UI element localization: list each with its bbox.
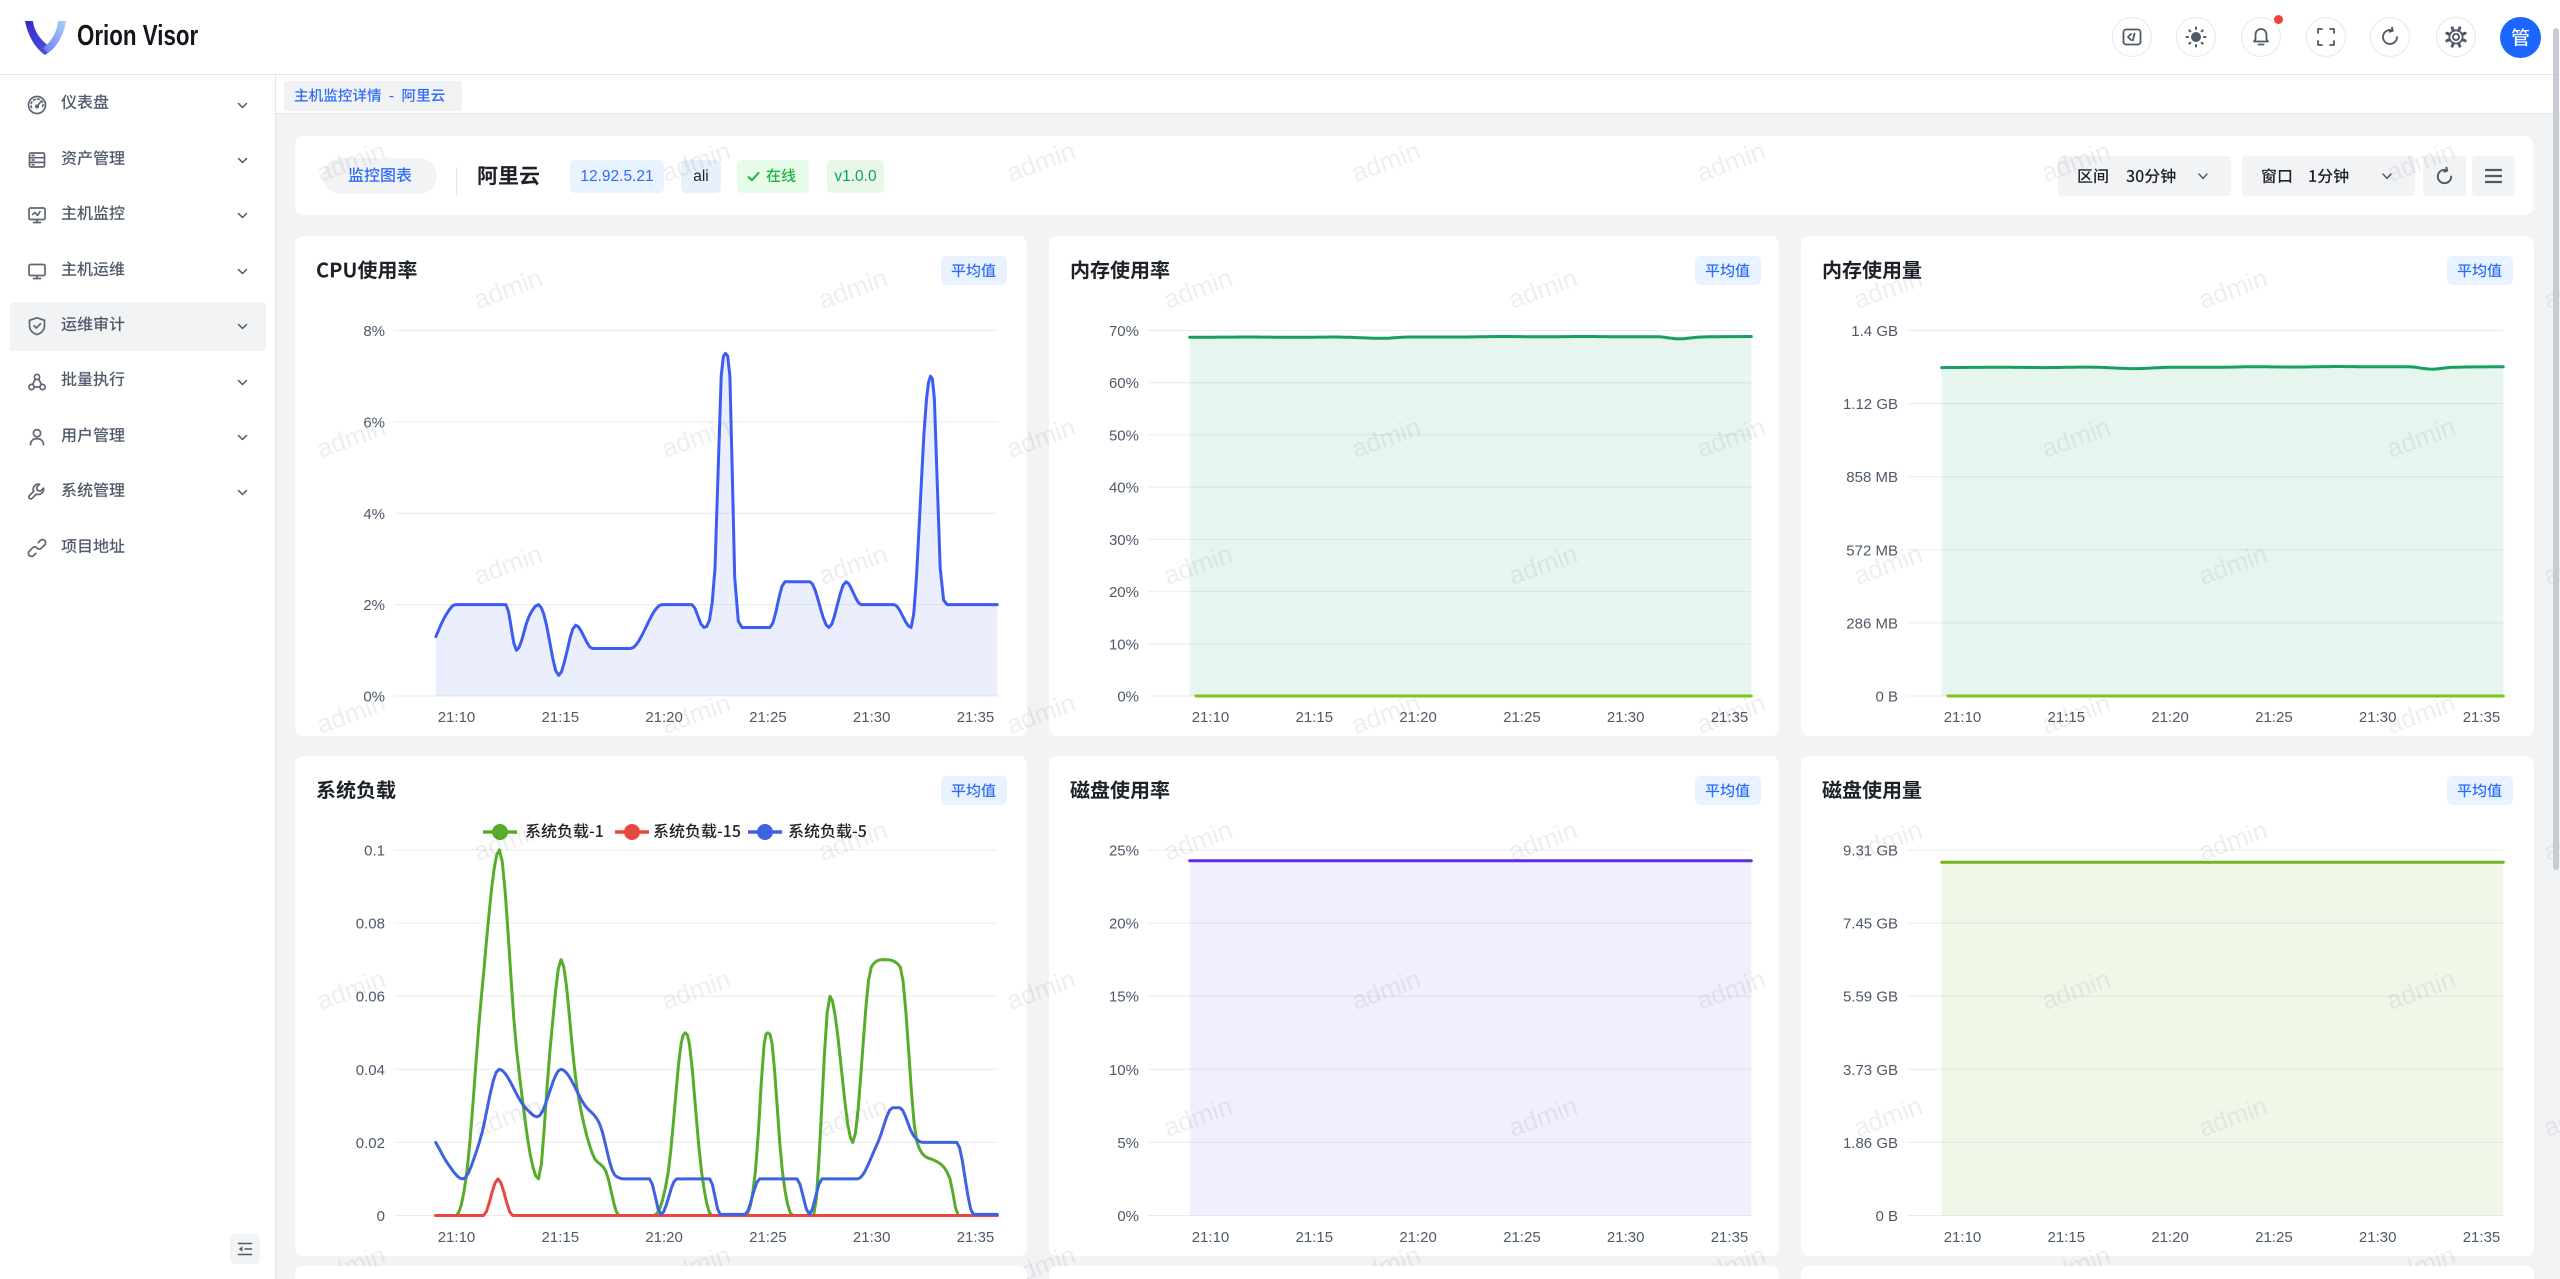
svg-text:21:10: 21:10 — [1943, 709, 1981, 726]
svg-text:21:15: 21:15 — [1296, 1229, 1334, 1246]
svg-text:1.12 GB: 1.12 GB — [1842, 396, 1897, 413]
svg-text:0%: 0% — [1117, 689, 1139, 706]
svg-text:21:35: 21:35 — [2462, 709, 2500, 726]
svg-text:21:30: 21:30 — [2358, 709, 2396, 726]
svg-text:6%: 6% — [363, 414, 385, 431]
svg-text:21:30: 21:30 — [853, 1229, 891, 1246]
svg-text:0.06: 0.06 — [356, 989, 385, 1006]
svg-text:21:15: 21:15 — [1296, 709, 1334, 726]
svg-text:3.73 GB: 3.73 GB — [1842, 1062, 1897, 1079]
svg-text:5%: 5% — [1117, 1135, 1139, 1152]
svg-text:9.31 GB: 9.31 GB — [1842, 843, 1897, 860]
svg-text:0: 0 — [377, 1208, 385, 1225]
svg-text:8%: 8% — [363, 323, 385, 340]
svg-text:21:20: 21:20 — [1399, 1229, 1437, 1246]
svg-text:21:15: 21:15 — [542, 709, 580, 726]
svg-text:21:20: 21:20 — [2151, 709, 2189, 726]
svg-text:21:30: 21:30 — [1607, 1229, 1645, 1246]
svg-text:21:25: 21:25 — [1503, 709, 1541, 726]
svg-text:20%: 20% — [1109, 584, 1139, 601]
svg-text:21:35: 21:35 — [1711, 1229, 1749, 1246]
svg-text:21:20: 21:20 — [1399, 709, 1437, 726]
svg-text:0.04: 0.04 — [356, 1062, 385, 1079]
svg-text:21:20: 21:20 — [645, 1229, 683, 1246]
svg-text:21:35: 21:35 — [957, 1229, 995, 1246]
svg-text:30%: 30% — [1109, 532, 1139, 549]
svg-text:0.1: 0.1 — [364, 843, 385, 860]
svg-text:15%: 15% — [1109, 989, 1139, 1006]
svg-text:70%: 70% — [1109, 323, 1139, 340]
svg-text:21:10: 21:10 — [438, 1229, 476, 1246]
svg-text:21:25: 21:25 — [2255, 1229, 2293, 1246]
svg-text:858 MB: 858 MB — [1846, 469, 1898, 486]
svg-text:21:25: 21:25 — [2255, 709, 2293, 726]
svg-text:21:35: 21:35 — [1711, 709, 1749, 726]
svg-text:21:25: 21:25 — [1503, 1229, 1541, 1246]
svg-text:21:15: 21:15 — [2047, 1229, 2085, 1246]
svg-text:0.08: 0.08 — [356, 916, 385, 933]
svg-text:2%: 2% — [363, 597, 385, 614]
svg-text:21:10: 21:10 — [1192, 709, 1230, 726]
svg-text:21:30: 21:30 — [2358, 1229, 2396, 1246]
svg-text:0 B: 0 B — [1875, 689, 1898, 706]
svg-text:50%: 50% — [1109, 427, 1139, 444]
svg-text:0%: 0% — [1117, 1208, 1139, 1225]
svg-text:21:35: 21:35 — [2462, 1229, 2500, 1246]
svg-text:1.86 GB: 1.86 GB — [1842, 1135, 1897, 1152]
svg-text:21:10: 21:10 — [438, 709, 476, 726]
svg-text:5.59 GB: 5.59 GB — [1842, 989, 1897, 1006]
svg-text:21:30: 21:30 — [853, 709, 891, 726]
svg-text:21:10: 21:10 — [1192, 1229, 1230, 1246]
svg-text:0.02: 0.02 — [356, 1135, 385, 1152]
svg-text:40%: 40% — [1109, 480, 1139, 497]
svg-text:25%: 25% — [1109, 843, 1139, 860]
svg-text:20%: 20% — [1109, 916, 1139, 933]
svg-text:21:20: 21:20 — [645, 709, 683, 726]
svg-text:0 B: 0 B — [1875, 1208, 1898, 1225]
svg-text:7.45 GB: 7.45 GB — [1842, 916, 1897, 933]
svg-text:21:15: 21:15 — [542, 1229, 580, 1246]
svg-text:21:15: 21:15 — [2047, 709, 2085, 726]
svg-text:10%: 10% — [1109, 636, 1139, 653]
svg-text:21:25: 21:25 — [749, 709, 787, 726]
svg-text:21:20: 21:20 — [2151, 1229, 2189, 1246]
svg-text:21:30: 21:30 — [1607, 709, 1645, 726]
svg-text:0%: 0% — [363, 689, 385, 706]
svg-text:572 MB: 572 MB — [1846, 542, 1898, 559]
svg-text:1.4 GB: 1.4 GB — [1851, 323, 1898, 340]
svg-text:21:25: 21:25 — [749, 1229, 787, 1246]
svg-text:286 MB: 286 MB — [1846, 615, 1898, 632]
svg-text:60%: 60% — [1109, 375, 1139, 392]
svg-text:4%: 4% — [363, 506, 385, 523]
svg-text:21:35: 21:35 — [957, 709, 995, 726]
svg-text:10%: 10% — [1109, 1062, 1139, 1079]
svg-text:21:10: 21:10 — [1943, 1229, 1981, 1246]
